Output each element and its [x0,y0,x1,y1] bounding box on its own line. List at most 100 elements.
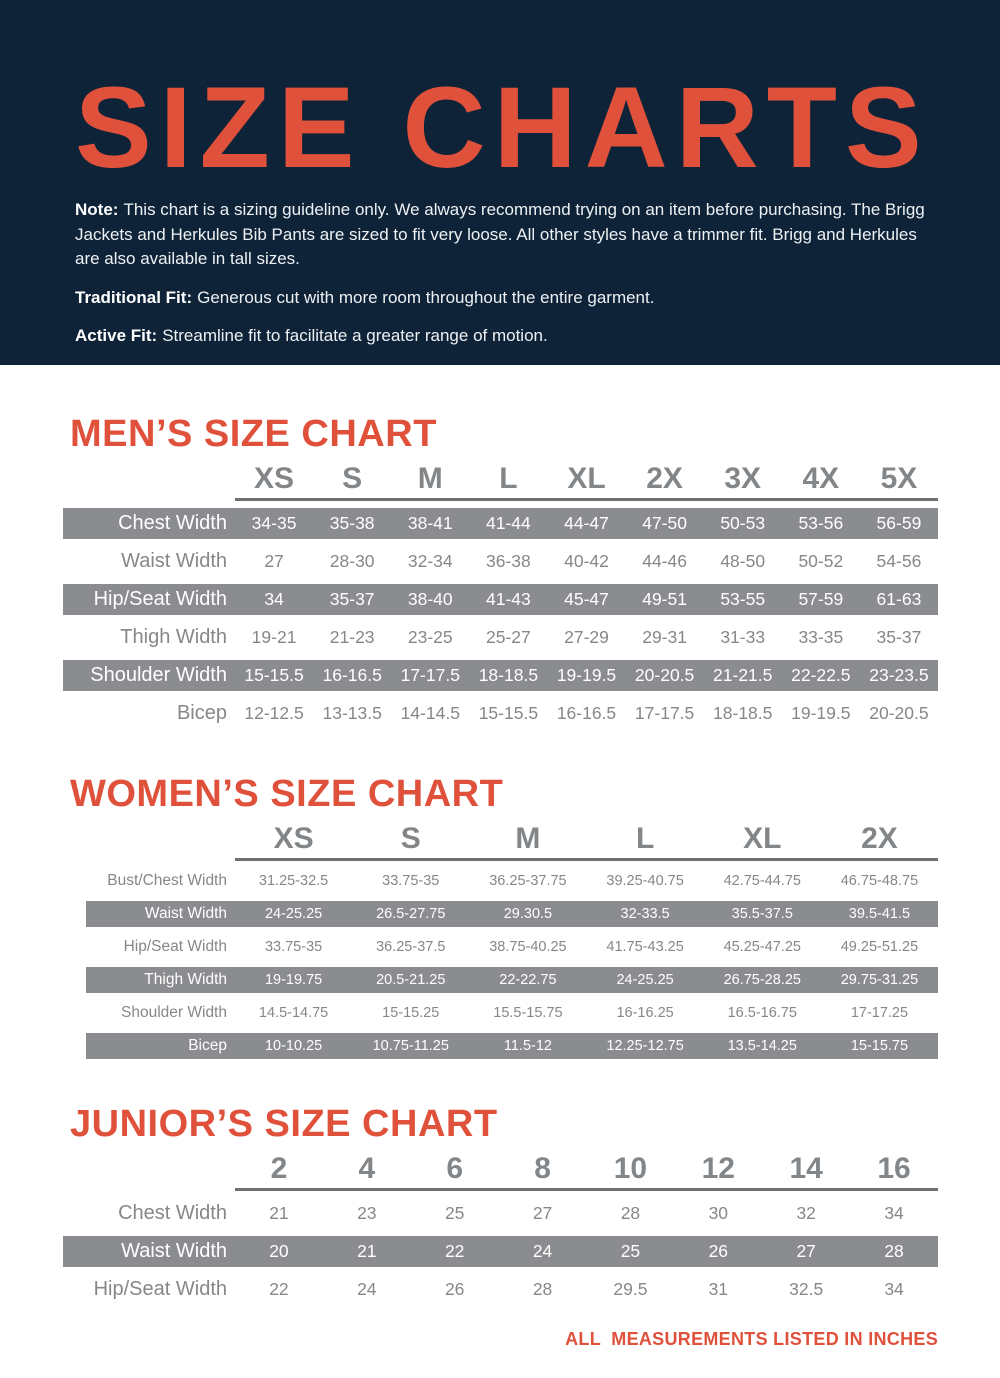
active-fit-text: Streamline fit to facilitate a greater r… [162,326,548,345]
table-row: Bicep 10-10.25 10.75-11.25 11.5-12 12.25-12.… [86,1033,938,1059]
size-column-header: 14 [789,1152,823,1185]
measurement-cell: 22 [269,1279,289,1299]
table-row: Bicep 12-12.5 13-13.5 14-14.5 15-15.5 16-16.5… [63,698,938,729]
measurement-cell: 17-17.25 [850,1005,909,1021]
table-row: Chest Width 34-35 35-38 38-41 41-44 44-47 47-5… [63,508,938,539]
size-column-header: XS [273,822,314,855]
row-values: 33.75-35 36.25-37.5 38.75-40.25 41.75-43.25… [235,939,938,955]
measurement-cell: 41-43 [486,589,531,609]
measurement-cell: 40-42 [564,551,609,571]
measurement-cell: 39.25-40.75 [606,873,684,889]
measurement-cell: 57-59 [798,589,844,609]
measurement-cell: 14-14.5 [400,703,460,723]
measurement-cell: 24-25.25 [264,906,323,922]
measurement-cell: 33-35 [798,627,844,647]
measurement-cell: 32-34 [407,551,453,571]
juniors-table-body: Chest Width 21 23 25 27 28 30 32 34 Waist Width 20… [63,1198,938,1305]
measurement-cell: 36-38 [486,551,531,571]
note-text: This chart is a sizing guideline only. W… [75,200,925,268]
measurement-cell: 14.5-14.75 [258,1005,329,1021]
measurement-cell: 48-50 [720,551,766,571]
measurement-cell: 18-18.5 [713,703,773,723]
measurement-cell: 23 [357,1203,377,1223]
measurement-cell: 39.5-41.5 [848,906,911,922]
measurement-cell: 36.25-37.75 [489,873,567,889]
size-column-header: 5X [880,462,918,495]
womens-chart-title: WOMEN’S SIZE CHART [70,773,504,815]
measurement-cell: 26.75-28.25 [723,972,801,988]
row-label: Chest Width [118,512,227,534]
measurement-cell: 34 [884,1279,904,1299]
measurement-cell: 13-13.5 [322,703,382,723]
measurement-cell: 25-27 [486,627,531,647]
row-label: Bicep [176,702,227,724]
size-column-header: 12 [701,1152,735,1185]
measurement-cell: 45.25-47.25 [723,939,801,955]
measurement-cell: 20-20.5 [869,703,929,723]
measurement-cell: 32.5 [789,1279,824,1299]
measurement-cell: 19-19.75 [264,972,323,988]
measurement-cell: 29.75-31.25 [840,972,919,988]
measurements-footnote: ALL MEASUREMENTS LISTED IN INCHES [565,1329,938,1349]
page-title: SIZE CHARTS [75,64,930,192]
measurement-cell: 54-56 [876,551,922,571]
measurement-cell: 35-37 [329,589,375,609]
row-values: 34-35 35-38 38-41 41-44 44-47 47-50 50-53 53-56… [235,513,938,534]
measurement-cell: 10.75-11.25 [372,1038,449,1054]
row-values: 19-19.75 20.5-21.25 22-22.75 24-25.25 26.75-… [235,972,938,988]
measurement-cell: 31-33 [720,627,766,647]
measurement-cell: 10-10.25 [264,1038,323,1054]
measurement-cell: 28 [884,1241,904,1261]
mens-size-table: XS S M L XL 2X 3X 4X 5X Chest Width 34-35 35-38 38-… [63,462,938,729]
table-row: Shoulder Width 15-15.5 16-16.5 17-17.5 18-18… [63,660,938,691]
measurement-cell: 34 [264,589,284,609]
row-label: Thigh Width [120,626,227,648]
measurement-cell: 50-52 [798,551,844,571]
size-column-header: XL [567,462,606,495]
traditional-fit-paragraph: Traditional Fit: Generous cut with more r… [75,286,925,311]
measurement-cell: 27 [796,1241,816,1261]
row-label: Chest Width [118,1202,227,1224]
charts-content: MEN’S SIZE CHART XS S M L XL 2X 3X 4X 5X Chest W… [0,365,1000,1350]
row-label: Shoulder Width [121,1004,227,1021]
measurement-cell: 16.5-16.75 [727,1005,797,1021]
row-values: 10-10.25 10.75-11.25 11.5-12 12.25-12.75 13.… [235,1038,938,1054]
measurement-cell: 29.5 [613,1279,648,1299]
row-label: Hip/Seat Width [93,588,227,610]
measurement-cell: 38.75-40.25 [489,939,567,955]
measurement-cell: 27-29 [564,627,609,647]
measurement-cell: 22-22.75 [499,972,557,988]
table-row: Hip/Seat Width 34 35-37 38-40 41-43 45-47 49-5… [63,584,938,615]
measurement-cell: 12-12.5 [244,703,304,723]
measurement-cell: 36.25-37.5 [376,939,446,955]
row-label: Waist Width [121,1240,227,1262]
active-fit-label: Active Fit: [75,326,158,345]
measurement-cell: 41-44 [486,513,531,533]
measurement-cell: 15-15.5 [478,703,539,723]
measurement-cell: 17-17.5 [634,703,695,723]
measurement-cell: 12.25-12.75 [606,1038,684,1054]
measurement-cell: 42.75-44.75 [723,873,801,889]
row-values: 14.5-14.75 15-15.25 15.5-15.75 16-16.25 16.5… [235,1005,938,1021]
measurement-cell: 28 [620,1203,641,1223]
measurement-cell: 32 [796,1203,816,1223]
measurement-cell: 35-37 [876,627,922,647]
row-values: 21 23 25 27 28 30 32 34 [235,1203,938,1224]
table-row: Thigh Width 19-21 21-23 23-25 25-27 27-29 29-3… [63,622,938,653]
size-column-header: M [417,462,443,495]
measurement-cell: 33.75-35 [264,939,323,955]
womens-size-table: XS S M L XL 2X Bust/Chest Width 31.25-32.5 33.7… [86,822,938,1059]
size-column-header: M [515,822,541,855]
measurement-cell: 19-19.5 [791,703,851,723]
measurement-cell: 11.5-12 [503,1038,552,1054]
row-values: 34 35-37 38-40 41-43 45-47 49-51 53-55 57-59 61-… [235,589,938,610]
measurement-cell: 47-50 [642,513,687,533]
measurement-cell: 25 [444,1203,465,1223]
juniors-size-chart-section: JUNIOR’S SIZE CHART 2 4 6 8 10 12 14 16 Chest W… [0,1105,1000,1305]
size-column-header: 2 [270,1152,288,1185]
row-label: Thigh Width [144,971,227,988]
measurement-cell: 45-47 [564,589,609,609]
size-column-header: 8 [534,1152,551,1185]
table-row: Bust/Chest Width 31.25-32.5 33.75-35 36.25-… [86,868,938,894]
table-row: Hip/Seat Width 22 24 26 28 29.5 31 32.5 34 [63,1274,938,1305]
